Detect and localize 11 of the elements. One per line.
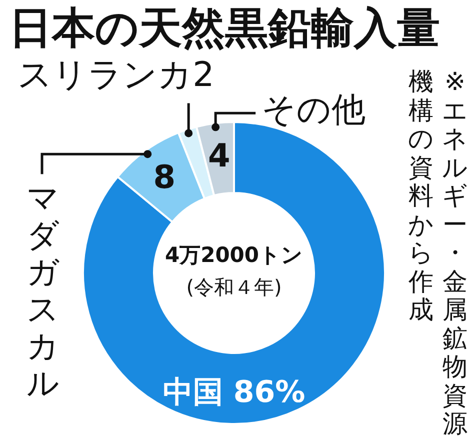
slice-label: マダガスカル: [26, 179, 60, 402]
data-label: 8: [153, 158, 176, 196]
text: ※エネルギー・金属鉱物資源: [442, 67, 468, 438]
slice-label: スリランカ2: [18, 55, 214, 95]
slice-label: 中国 86%: [162, 375, 306, 410]
text: (令和４年): [186, 275, 282, 299]
data-label: 4: [208, 136, 230, 174]
text: 4万2000トン: [164, 243, 304, 267]
slice-label: その他: [262, 90, 366, 130]
text: 機構の資料から作成: [408, 67, 434, 324]
chart-title: 日本の天然黒鉛輸入量: [9, 4, 440, 54]
